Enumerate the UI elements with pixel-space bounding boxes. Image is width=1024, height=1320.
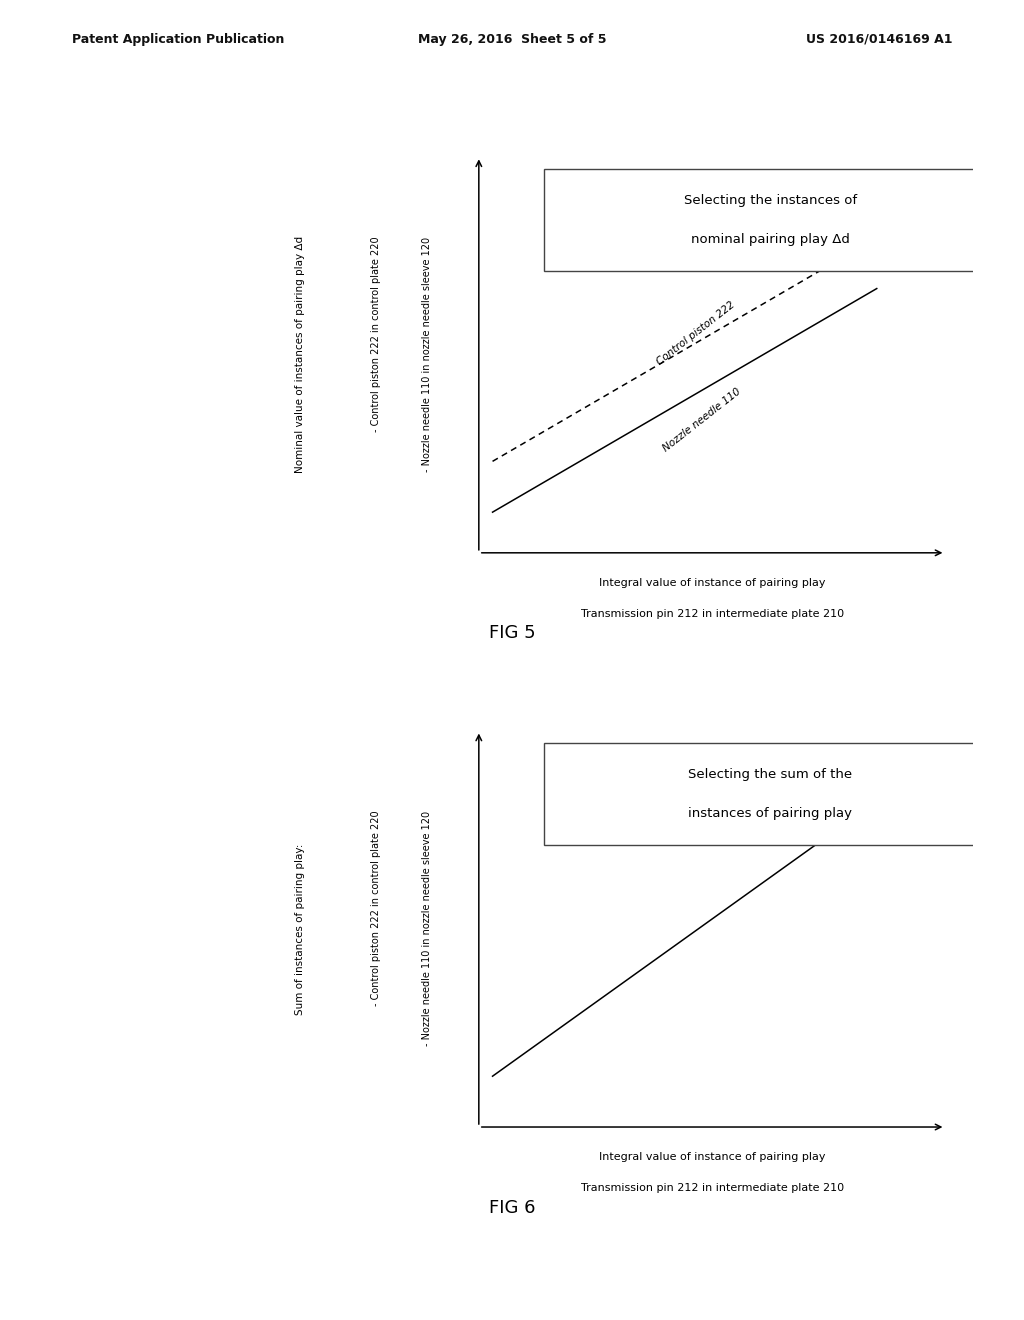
Text: Selecting the sum of the: Selecting the sum of the — [688, 768, 852, 781]
FancyBboxPatch shape — [544, 743, 996, 845]
Text: - Control piston 222 in control plate 220: - Control piston 222 in control plate 22… — [371, 810, 381, 1006]
Text: May 26, 2016  Sheet 5 of 5: May 26, 2016 Sheet 5 of 5 — [418, 33, 606, 46]
Text: Transmission pin 212 in intermediate plate 210: Transmission pin 212 in intermediate pla… — [581, 609, 844, 619]
Text: - Nozzle needle 110 in nozzle needle sleeve 120: - Nozzle needle 110 in nozzle needle sle… — [422, 812, 432, 1047]
Text: Control piston 222: Control piston 222 — [654, 300, 736, 367]
Text: Integral value of instance of pairing play: Integral value of instance of pairing pl… — [599, 1152, 825, 1163]
Text: Integral value of instance of pairing play: Integral value of instance of pairing pl… — [599, 578, 825, 589]
Text: Patent Application Publication: Patent Application Publication — [72, 33, 284, 46]
Text: instances of pairing play: instances of pairing play — [688, 807, 852, 820]
Text: Sum of instances of pairing play:: Sum of instances of pairing play: — [296, 843, 305, 1015]
Text: nominal pairing play Δd: nominal pairing play Δd — [691, 232, 850, 246]
Text: Selecting the instances of: Selecting the instances of — [684, 194, 857, 207]
Text: Nominal value of instances of pairing play Δd: Nominal value of instances of pairing pl… — [296, 236, 305, 473]
Text: - Control piston 222 in control plate 220: - Control piston 222 in control plate 22… — [371, 236, 381, 432]
Text: FIG 6: FIG 6 — [488, 1199, 536, 1217]
Text: US 2016/0146169 A1: US 2016/0146169 A1 — [806, 33, 952, 46]
Text: - Nozzle needle 110 in nozzle needle sleeve 120: - Nozzle needle 110 in nozzle needle sle… — [422, 238, 432, 473]
Text: Nozzle needle 110: Nozzle needle 110 — [660, 385, 742, 453]
Text: FIG 5: FIG 5 — [488, 624, 536, 643]
FancyBboxPatch shape — [544, 169, 996, 271]
Text: Transmission pin 212 in intermediate plate 210: Transmission pin 212 in intermediate pla… — [581, 1183, 844, 1193]
